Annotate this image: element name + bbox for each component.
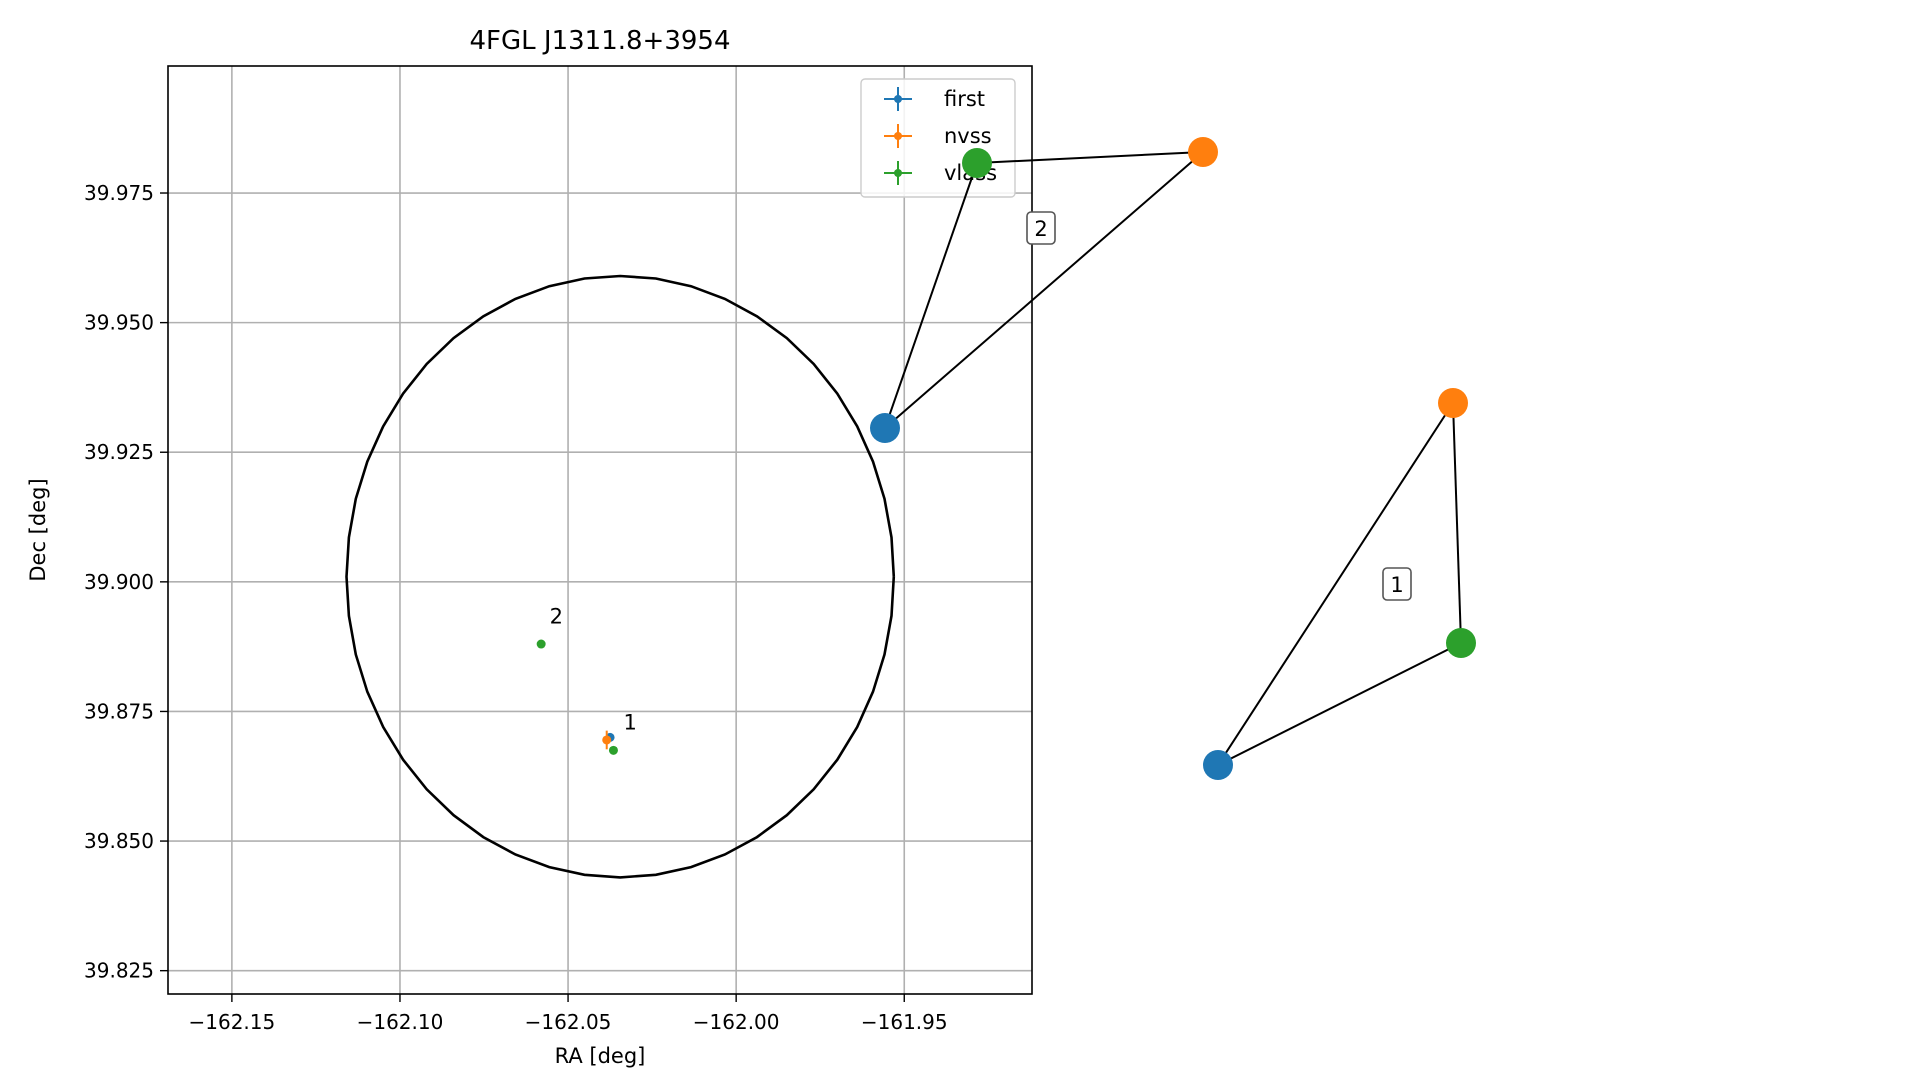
x-tick-label: −162.10 [357,1010,444,1034]
axes-frame [167,65,1033,995]
cluster-2: 2 [870,137,1218,443]
legend-entry-nvss: nvss [884,124,992,148]
cluster-1: 1 [1203,388,1476,780]
point-nvss [602,730,612,750]
node-nvss [1188,137,1218,167]
point-annotations: 12 [550,604,637,734]
cluster-edge [976,151,1204,164]
x-tick-label: −162.00 [693,1010,780,1034]
legend-marker-dot [894,95,902,103]
legend-label: first [944,87,985,111]
y-axis-label: Dec [deg] [26,478,50,581]
y-tick-label: 39.950 [84,311,154,335]
cluster-label: 2 [1034,217,1047,241]
cluster-graph: 21 [870,137,1476,780]
node-first [1203,750,1233,780]
point-annotation: 1 [624,711,637,735]
y-tick-label: 39.925 [84,440,154,464]
legend-marker-dot [894,169,902,177]
cluster-edge [1452,402,1462,644]
cluster-label: 1 [1390,573,1403,597]
legend-entry-first: first [884,87,985,111]
data-points [536,639,618,755]
y-tick-label: 39.850 [84,829,154,853]
cluster-edge [1217,642,1462,766]
point-vlass [608,745,618,755]
y-tick-label: 39.975 [84,181,154,205]
uncertainty-ellipse [345,274,896,879]
y-tick-label: 39.875 [84,699,154,723]
node-first [870,413,900,443]
node-nvss [1438,388,1468,418]
uncertainty-ellipse-group [345,274,896,879]
scatter-plot: 12 −162.15 −162.10 −162.05 −162.00 −161.9539… [26,26,1033,1068]
point-marker [602,735,612,745]
legend-label: nvss [944,124,992,148]
axis-ticks: −162.15 −162.10 −162.05 −162.00 −161.95 39.82… [84,181,948,1034]
cluster-edge [884,162,978,429]
point-annotation: 2 [550,604,563,628]
cluster-edge [1217,402,1454,766]
point-vlass [536,639,546,649]
node-vlass [1446,628,1476,658]
grid [168,66,1032,994]
x-tick-label: −162.15 [189,1010,276,1034]
cluster-edge [884,151,1204,429]
cluster-label-box [1382,567,1412,601]
y-tick-label: 39.900 [84,570,154,594]
cluster-label-box [1026,211,1056,245]
point-marker [536,639,546,649]
chart-title: 4FGL J1311.8+3954 [470,26,731,56]
x-tick-label: −161.95 [861,1010,948,1034]
point-marker [608,745,618,755]
legend: firstnvssvlass [860,78,1016,198]
legend-marker-dot [894,132,902,140]
x-tick-label: −162.05 [525,1010,612,1034]
y-tick-label: 39.825 [84,959,154,983]
x-axis-label: RA [deg] [555,1044,646,1068]
node-vlass [962,148,992,178]
